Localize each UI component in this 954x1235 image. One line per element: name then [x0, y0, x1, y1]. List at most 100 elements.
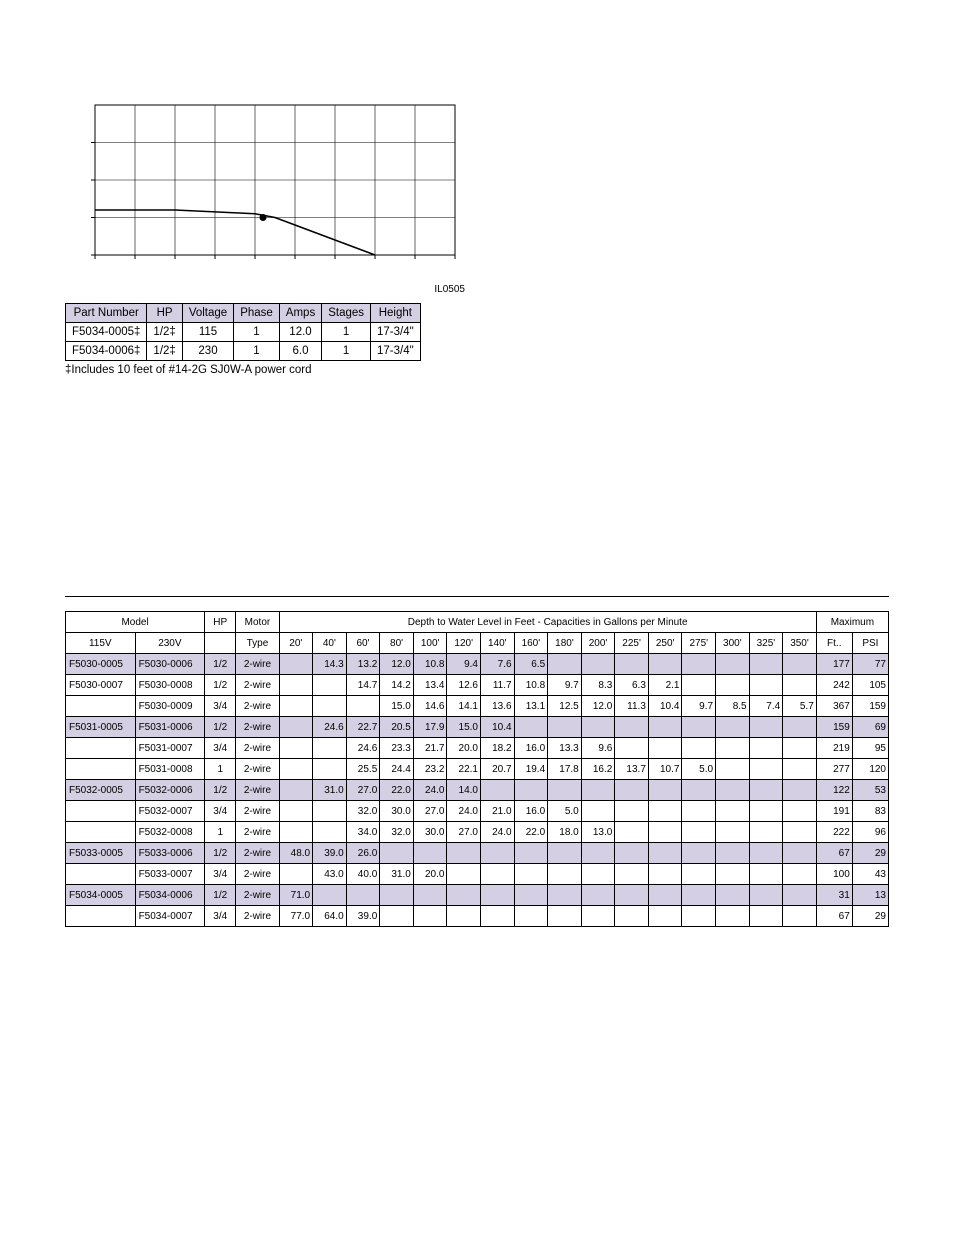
- spec-cell: F5034-0005‡: [66, 323, 147, 342]
- depth-cell: [615, 864, 649, 885]
- depth-cell: [615, 843, 649, 864]
- depth-cell: 2-wire: [236, 780, 279, 801]
- depth-cell: 43.0: [313, 864, 347, 885]
- depth-cell: 11.3: [615, 696, 649, 717]
- depth-cell: 12.0: [581, 696, 615, 717]
- depth-cell: 17.9: [413, 717, 447, 738]
- depth-cell: 2-wire: [236, 654, 279, 675]
- depth-cell: 83: [852, 801, 888, 822]
- depth-cell: [648, 717, 682, 738]
- th-max: Maximum: [816, 612, 888, 633]
- spec-cell: 1: [234, 323, 280, 342]
- depth-cell: [749, 654, 783, 675]
- depth-cell: 105: [852, 675, 888, 696]
- depth-cell: 27.0: [346, 780, 380, 801]
- depth-cell: [514, 885, 548, 906]
- depth-cell: F5034-0006: [135, 885, 205, 906]
- depth-cell: 7.6: [481, 654, 515, 675]
- depth-cell: [648, 780, 682, 801]
- depth-cell: 6.3: [615, 675, 649, 696]
- depth-cell: 14.2: [380, 675, 414, 696]
- depth-cell: 20.0: [447, 738, 481, 759]
- depth-cell: [783, 864, 817, 885]
- depth-subhead: 160': [514, 633, 548, 654]
- depth-cell: 9.4: [447, 654, 481, 675]
- depth-cell: 122: [816, 780, 852, 801]
- depth-cell: F5031-0005: [66, 717, 136, 738]
- depth-cell: [447, 843, 481, 864]
- depth-cell: 12.0: [380, 654, 414, 675]
- depth-cell: 31.0: [313, 780, 347, 801]
- depth-cell: [783, 759, 817, 780]
- depth-cell: F5031-0006: [135, 717, 205, 738]
- depth-subhead: 40': [313, 633, 347, 654]
- depth-cell: 3/4: [205, 906, 236, 927]
- spec-th: Part Number: [66, 304, 147, 323]
- depth-cell: 13.2: [346, 654, 380, 675]
- depth-cell: 3/4: [205, 696, 236, 717]
- depth-cell: [548, 864, 582, 885]
- depth-cell: 29: [852, 906, 888, 927]
- depth-cell: 2.1: [648, 675, 682, 696]
- depth-cell: 30.0: [413, 822, 447, 843]
- depth-cell: 13.4: [413, 675, 447, 696]
- depth-cell: 23.3: [380, 738, 414, 759]
- depth-subhead: 180': [548, 633, 582, 654]
- depth-cell: [615, 801, 649, 822]
- depth-cell: [648, 738, 682, 759]
- depth-cell: 1/2: [205, 780, 236, 801]
- table-row: F5032-00073/42-wire32.030.027.024.021.01…: [66, 801, 889, 822]
- depth-subhead: Type: [236, 633, 279, 654]
- depth-cell: [481, 843, 515, 864]
- depth-cell: 2-wire: [236, 696, 279, 717]
- depth-cell: 367: [816, 696, 852, 717]
- depth-cell: 2-wire: [236, 906, 279, 927]
- depth-cell: [313, 885, 347, 906]
- depth-cell: [548, 843, 582, 864]
- depth-cell: 24.0: [481, 822, 515, 843]
- depth-cell: 64.0: [313, 906, 347, 927]
- depth-cell: 19.4: [514, 759, 548, 780]
- depth-cell: [581, 843, 615, 864]
- spec-footnote: ‡Includes 10 feet of #14-2G SJ0W-A power…: [65, 364, 889, 376]
- depth-cell: [749, 822, 783, 843]
- depth-cell: [66, 801, 136, 822]
- depth-cell: [581, 801, 615, 822]
- depth-cell: [313, 822, 347, 843]
- depth-cell: [716, 738, 750, 759]
- depth-cell: 1/2: [205, 717, 236, 738]
- depth-subhead: Ft..: [816, 633, 852, 654]
- depth-cell: 20.0: [413, 864, 447, 885]
- page: IL0505 Part NumberHPVoltagePhaseAmpsStag…: [0, 0, 954, 987]
- depth-cell: F5031-0008: [135, 759, 205, 780]
- depth-cell: [548, 885, 582, 906]
- depth-cell: [716, 759, 750, 780]
- depth-cell: 22.1: [447, 759, 481, 780]
- spec-cell: 1/2‡: [147, 342, 182, 361]
- section-divider: [65, 596, 889, 597]
- depth-cell: [66, 906, 136, 927]
- depth-cell: [380, 906, 414, 927]
- depth-subhead: 230V: [135, 633, 205, 654]
- depth-cell: 24.4: [380, 759, 414, 780]
- depth-cell: 100: [816, 864, 852, 885]
- depth-cell: 22.0: [514, 822, 548, 843]
- depth-cell: 39.0: [346, 906, 380, 927]
- depth-cell: 242: [816, 675, 852, 696]
- depth-cell: [313, 759, 347, 780]
- depth-cell: [615, 885, 649, 906]
- depth-cell: 5.7: [783, 696, 817, 717]
- depth-cell: 177: [816, 654, 852, 675]
- depth-cell: 120: [852, 759, 888, 780]
- depth-cell: 67: [816, 906, 852, 927]
- depth-subhead: [205, 633, 236, 654]
- spec-cell: 1: [322, 342, 371, 361]
- depth-cell: [682, 801, 716, 822]
- depth-cell: [716, 843, 750, 864]
- depth-cell: 18.0: [548, 822, 582, 843]
- depth-cell: [682, 738, 716, 759]
- depth-cell: [749, 675, 783, 696]
- depth-cell: 2-wire: [236, 759, 279, 780]
- depth-cell: [682, 843, 716, 864]
- depth-cell: [682, 717, 716, 738]
